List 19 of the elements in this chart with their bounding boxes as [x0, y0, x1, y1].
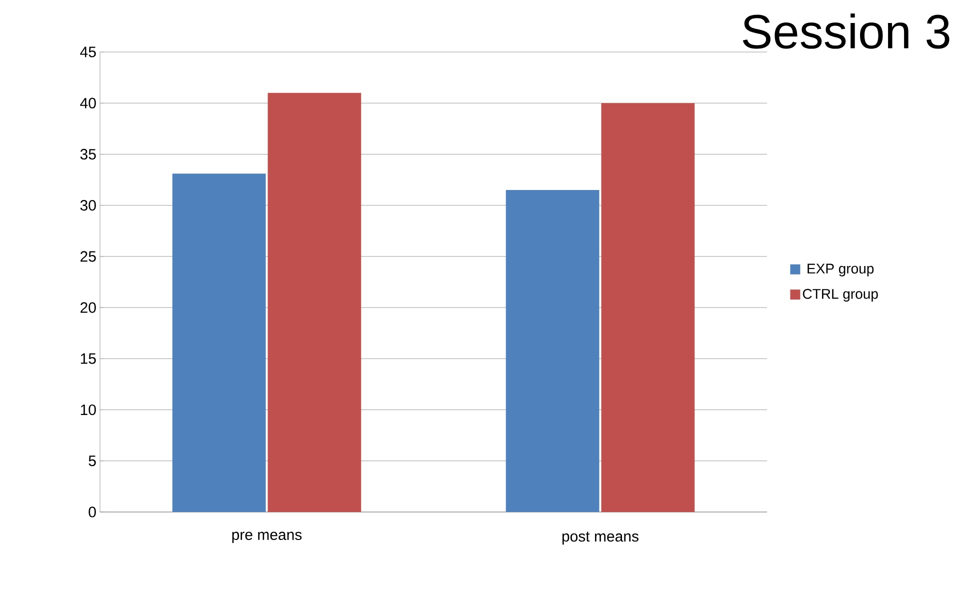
legend-label: CTRL group: [802, 288, 878, 302]
y-tick-label: 30: [80, 200, 96, 211]
y-tick-label: 10: [80, 404, 96, 416]
y-tick-label: 0: [88, 506, 96, 518]
bar: [268, 92, 362, 512]
y-tick-label: 15: [80, 353, 96, 364]
x-tick-label: post means: [562, 532, 638, 545]
y-tick-label: 5: [88, 456, 96, 466]
chart-title: Session 3: [742, 14, 950, 49]
y-tick-label: 25: [80, 251, 96, 262]
legend-label: EXP group: [808, 264, 874, 276]
y-tick-label: 20: [80, 302, 96, 313]
x-tick-label: pre means: [232, 532, 302, 543]
y-tick-label: 35: [80, 148, 96, 160]
bar: [601, 103, 695, 512]
y-tick-label: 45: [80, 46, 96, 58]
y-tick-label: 40: [80, 98, 96, 108]
bar: [506, 190, 600, 512]
bar: [172, 174, 266, 512]
